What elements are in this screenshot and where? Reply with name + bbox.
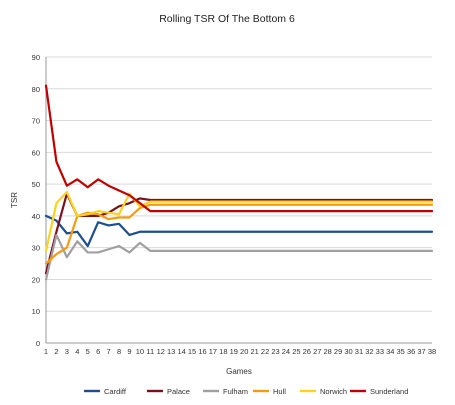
- y-tick-label: 60: [32, 148, 40, 157]
- series-line-norwich: [44, 190, 434, 252]
- legend-label: Palace: [167, 387, 190, 396]
- x-tick-label: 22: [261, 347, 269, 356]
- legend-item-palace: Palace: [147, 387, 190, 396]
- x-tick-label: 14: [177, 347, 185, 356]
- legend-item-fulham: Fulham: [203, 387, 248, 396]
- x-tick-label: 38: [428, 347, 436, 356]
- x-tick-label: 35: [397, 347, 405, 356]
- y-tick-labels: 0 10 20 30 40 50 60 70 80 90: [32, 53, 40, 348]
- x-tick-label: 6: [96, 347, 100, 356]
- y-axis-label: TSR: [10, 192, 19, 208]
- y-tick-label: 40: [32, 212, 40, 221]
- x-tick-label: 17: [209, 347, 217, 356]
- x-tick-label: 5: [86, 347, 90, 356]
- legend-label: Norwich: [320, 387, 347, 396]
- x-tick-label: 26: [303, 347, 311, 356]
- x-tick-label: 10: [136, 347, 144, 356]
- y-tick-label: 80: [32, 85, 40, 94]
- legend: Cardiff Palace Fulham Hull Norwich Sunderland: [84, 387, 408, 396]
- x-axis-label: Games: [226, 367, 252, 376]
- series-line-cardiff: [44, 214, 434, 248]
- series-line-palace: [44, 192, 434, 275]
- y-tick-label: 30: [32, 244, 40, 253]
- x-tick-label: 3: [65, 347, 69, 356]
- x-tick-label: 21: [250, 347, 258, 356]
- series-line-hull: [44, 203, 434, 265]
- x-tick-label: 25: [292, 347, 300, 356]
- x-tick-label: 37: [417, 347, 425, 356]
- y-tick-label: 50: [32, 180, 40, 189]
- x-tick-label: 9: [127, 347, 131, 356]
- x-tick-label: 16: [198, 347, 206, 356]
- x-tick-label: 4: [75, 347, 79, 356]
- legend-item-sunderland: Sunderland: [350, 387, 408, 396]
- legend-label: Sunderland: [370, 387, 408, 396]
- y-tick-label: 0: [36, 339, 40, 348]
- x-tick-label: 36: [407, 347, 415, 356]
- x-tick-label: 2: [54, 347, 58, 356]
- y-tick-label: 10: [32, 307, 40, 316]
- y-tick-label: 20: [32, 275, 40, 284]
- legend-item-cardiff: Cardiff: [84, 387, 127, 396]
- series-line-fulham: [44, 233, 434, 281]
- x-tick-label: 33: [376, 347, 384, 356]
- legend-label: Hull: [273, 387, 286, 396]
- chart-title: Rolling TSR Of The Bottom 6: [159, 13, 295, 25]
- x-tick-label: 13: [167, 347, 175, 356]
- x-tick-label: 7: [107, 347, 111, 356]
- series-line-sunderland: [44, 84, 434, 213]
- y-tick-label: 70: [32, 117, 40, 126]
- y-tick-label: 90: [32, 53, 40, 62]
- x-tick-label: 8: [117, 347, 121, 356]
- legend-label: Fulham: [223, 387, 248, 396]
- axes: [45, 57, 432, 344]
- x-tick-labels: 1 2 3 4 5 6 7 8 9 10 11 12 13 14 15 16 17 18 19 20 21 22 23 24 2…: [44, 347, 436, 356]
- legend-item-norwich: Norwich: [300, 387, 347, 396]
- x-tick-label: 20: [240, 347, 248, 356]
- x-tick-label: 15: [188, 347, 196, 356]
- x-tick-label: 28: [324, 347, 332, 356]
- x-tick-label: 12: [157, 347, 165, 356]
- x-tick-label: 1: [44, 347, 48, 356]
- x-tick-label: 32: [365, 347, 373, 356]
- x-tick-label: 23: [271, 347, 279, 356]
- x-tick-label: 29: [334, 347, 342, 356]
- legend-item-hull: Hull: [253, 387, 286, 396]
- x-tick-label: 18: [219, 347, 227, 356]
- x-tick-label: 30: [344, 347, 352, 356]
- x-tick-label: 34: [386, 347, 394, 356]
- legend-label: Cardiff: [104, 387, 127, 396]
- x-tick-label: 24: [282, 347, 290, 356]
- x-tick-label: 19: [230, 347, 238, 356]
- x-tick-label: 11: [146, 347, 154, 356]
- x-tick-label: 27: [313, 347, 321, 356]
- x-tick-label: 31: [355, 347, 363, 356]
- series-lines: [44, 84, 434, 281]
